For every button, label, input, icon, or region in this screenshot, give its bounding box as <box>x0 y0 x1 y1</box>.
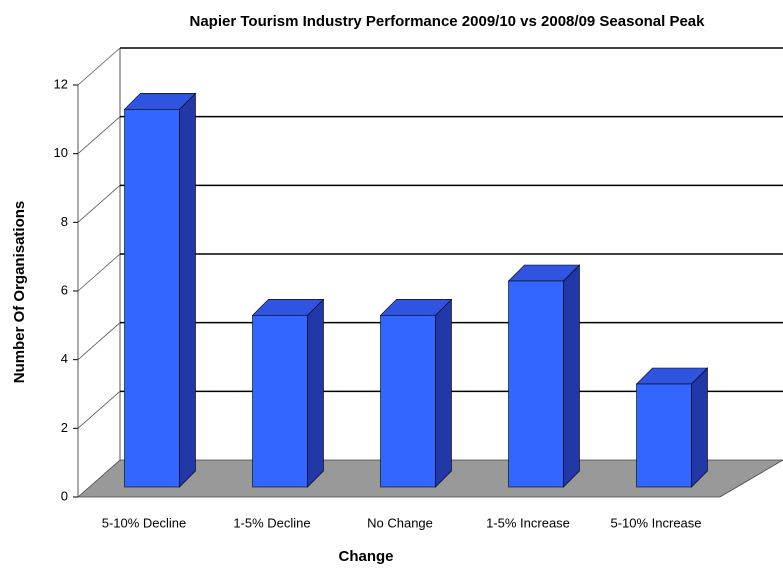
x-tick-label: 1-5% Increase <box>486 515 570 530</box>
x-tick-label: 5-10% Increase <box>610 515 701 530</box>
bar <box>380 315 436 488</box>
bar-side <box>563 264 580 488</box>
x-axis-label: Change <box>338 548 393 565</box>
y-tick-label: 8 <box>61 214 68 229</box>
bar <box>252 315 308 488</box>
chart-title: Napier Tourism Industry Performance 2009… <box>190 13 706 30</box>
wall-grid-line <box>77 253 121 292</box>
bar <box>124 109 180 488</box>
y-tick-label: 12 <box>54 76 68 91</box>
wall-grid-line <box>77 391 121 429</box>
wall-grid-line <box>77 185 121 223</box>
bar <box>636 383 692 488</box>
bar-side <box>435 298 452 488</box>
wall-grid-line <box>77 47 121 86</box>
bar-side <box>307 298 324 488</box>
x-tick-label: No Change <box>367 515 433 530</box>
y-tick-label: 10 <box>54 145 68 160</box>
y-tick-label: 6 <box>61 282 68 297</box>
bar-side <box>691 367 708 488</box>
wall-grid-line <box>77 322 121 360</box>
x-tick-label: 5-10% Decline <box>102 515 187 530</box>
y-tick-label: 2 <box>61 420 68 435</box>
bar <box>508 280 564 488</box>
y-axis-label: Number Of Organisations <box>11 201 28 384</box>
x-tick-label: 1-5% Decline <box>233 515 310 530</box>
bar-side <box>179 92 196 488</box>
y-tick-label: 4 <box>61 351 68 366</box>
y-tick-label: 0 <box>61 488 68 503</box>
wall-grid-line <box>77 116 121 154</box>
